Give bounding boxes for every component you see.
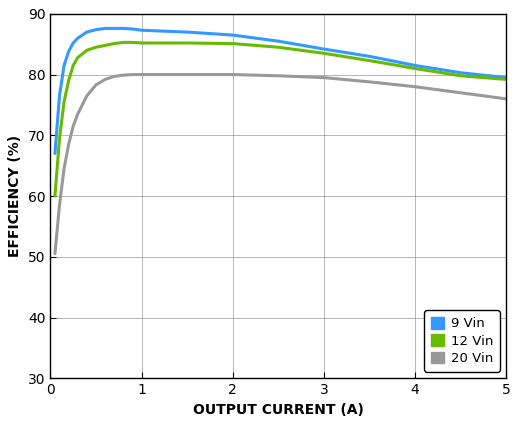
12 Vin xyxy=(84,48,90,53)
9 Vin xyxy=(75,36,81,41)
9 Vin xyxy=(120,26,127,31)
9 Vin xyxy=(503,75,510,80)
9 Vin xyxy=(93,27,99,32)
12 Vin xyxy=(184,40,190,45)
12 Vin xyxy=(503,77,510,82)
9 Vin xyxy=(65,49,72,54)
9 Vin xyxy=(321,46,327,51)
Y-axis label: EFFICIENCY (%): EFFICIENCY (%) xyxy=(8,135,22,257)
9 Vin xyxy=(366,54,373,59)
20 Vin xyxy=(503,96,510,102)
Legend: 9 Vin, 12 Vin, 20 Vin: 9 Vin, 12 Vin, 20 Vin xyxy=(425,310,500,371)
12 Vin xyxy=(139,40,145,45)
20 Vin xyxy=(52,251,58,256)
12 Vin xyxy=(111,41,117,46)
20 Vin xyxy=(139,72,145,77)
20 Vin xyxy=(229,72,236,77)
20 Vin xyxy=(184,72,190,77)
9 Vin xyxy=(111,26,117,31)
20 Vin xyxy=(75,111,81,116)
12 Vin xyxy=(366,58,373,63)
20 Vin xyxy=(458,90,464,95)
20 Vin xyxy=(61,166,67,171)
20 Vin xyxy=(412,84,418,89)
9 Vin xyxy=(129,26,135,31)
12 Vin xyxy=(321,51,327,56)
12 Vin xyxy=(412,66,418,71)
12 Vin xyxy=(75,55,81,60)
20 Vin xyxy=(102,77,108,82)
Line: 12 Vin: 12 Vin xyxy=(55,42,507,196)
9 Vin xyxy=(275,39,281,44)
12 Vin xyxy=(65,78,72,83)
20 Vin xyxy=(275,73,281,78)
20 Vin xyxy=(65,142,72,147)
12 Vin xyxy=(70,63,76,68)
9 Vin xyxy=(70,40,76,45)
9 Vin xyxy=(84,29,90,34)
9 Vin xyxy=(458,70,464,75)
12 Vin xyxy=(458,73,464,78)
12 Vin xyxy=(61,99,67,105)
9 Vin xyxy=(139,28,145,33)
20 Vin xyxy=(366,79,373,85)
12 Vin xyxy=(52,193,58,198)
20 Vin xyxy=(129,72,135,77)
20 Vin xyxy=(321,75,327,80)
9 Vin xyxy=(184,29,190,34)
12 Vin xyxy=(120,40,127,45)
20 Vin xyxy=(57,203,63,208)
12 Vin xyxy=(129,40,135,45)
Line: 9 Vin: 9 Vin xyxy=(55,28,507,153)
9 Vin xyxy=(57,93,63,98)
Line: 20 Vin: 20 Vin xyxy=(55,74,507,254)
9 Vin xyxy=(52,151,58,156)
20 Vin xyxy=(84,93,90,98)
9 Vin xyxy=(61,63,67,68)
9 Vin xyxy=(412,63,418,68)
12 Vin xyxy=(93,45,99,50)
12 Vin xyxy=(57,136,63,141)
12 Vin xyxy=(229,41,236,46)
20 Vin xyxy=(120,73,127,78)
20 Vin xyxy=(93,82,99,88)
X-axis label: OUTPUT CURRENT (A): OUTPUT CURRENT (A) xyxy=(193,402,364,416)
20 Vin xyxy=(70,124,76,129)
20 Vin xyxy=(111,74,117,79)
9 Vin xyxy=(102,26,108,31)
9 Vin xyxy=(229,33,236,38)
12 Vin xyxy=(275,45,281,50)
12 Vin xyxy=(102,43,108,48)
